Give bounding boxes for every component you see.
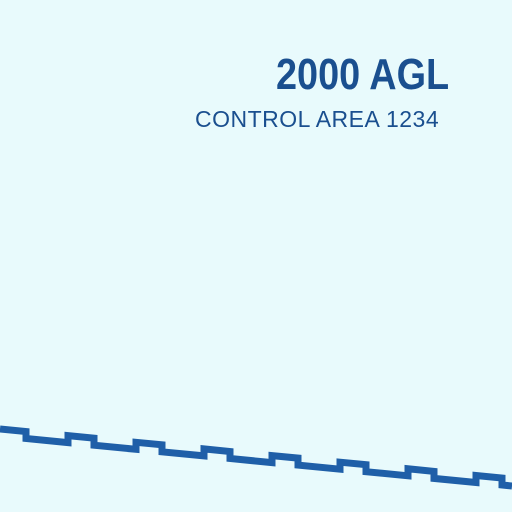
control-area-name: CONTROL AREA 1234 [195, 106, 440, 132]
altitude-label: 2000 AGL [276, 50, 450, 99]
boundary-tooth-path [0, 425, 512, 490]
